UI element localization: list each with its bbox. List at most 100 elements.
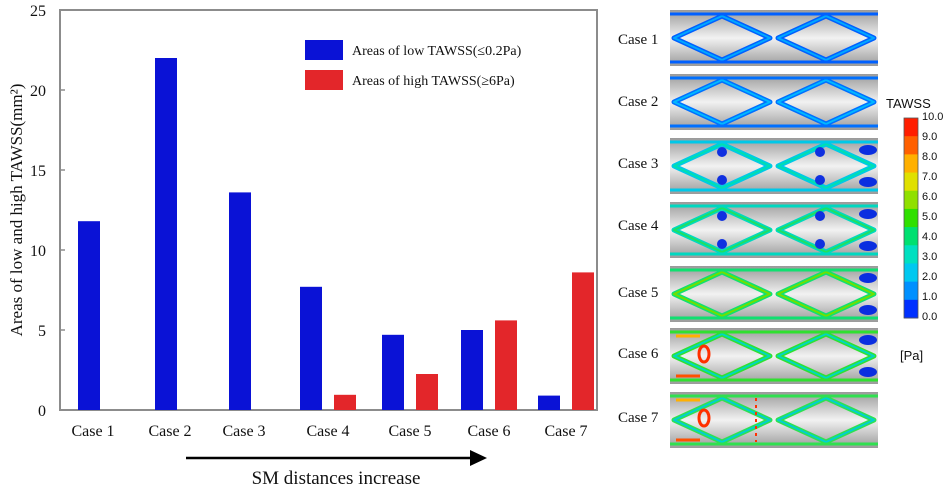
high-tawss-spot [697,408,711,428]
stent-strut-highlight [673,15,771,61]
stent-panel-case-5 [670,266,878,322]
colorbar-tick-label: 6.0 [922,191,938,203]
stent-strut-highlight [777,15,875,61]
low-tawss-spot [859,273,877,283]
stent-strut-highlight [777,143,875,189]
annotation-text: SM distances increase [252,468,421,489]
colorbar-segment [904,263,918,283]
colorbar-tick-label: 0.0 [922,311,938,323]
low-tawss-spot [859,145,877,155]
stent-strut-highlight [777,79,875,125]
y-tick-label: 20 [30,83,46,100]
legend-swatch [305,70,343,90]
bar-low-4 [300,286,322,410]
low-tawss-spot [815,211,825,221]
bar-high-4 [334,394,356,410]
stent-strut-highlight [777,333,875,379]
bar-low-1 [78,221,100,410]
stent-panel-case-6 [670,328,878,384]
stent-strut-highlight [777,207,875,253]
stent-panel-case-4 [670,202,878,258]
stent-strut-highlight [673,79,771,125]
colorbar-tick-label: 7.0 [922,171,938,183]
bar-low-2 [155,58,177,410]
plot-frame [59,9,598,411]
x-tick-label: Case 5 [388,423,431,440]
legend-swatch [305,40,343,60]
colorbar-segment [904,208,918,228]
x-tick-label: Case 1 [71,423,114,440]
y-tick-label: 15 [30,163,46,180]
stent-panel-case-1 [670,10,878,66]
y-tick-label: 5 [38,323,46,340]
colorbar-segment [904,299,918,319]
colorbar-tick-label: 8.0 [922,151,938,163]
panel-background [670,74,878,130]
stent-panels [670,10,919,448]
low-tawss-spot [815,239,825,249]
panel-label-case-1: Case 1 [618,32,659,48]
colorbar-title: TAWSS [886,96,931,111]
colorbar-segment [904,227,918,246]
x-tick-label: Case 2 [148,423,191,440]
bar-high-6 [495,320,517,410]
bar-low-5 [382,334,404,410]
panel-background [670,138,878,194]
colorbar-tick-label: 9.0 [922,131,938,143]
low-tawss-spot [815,175,825,185]
colorbar-segment [904,118,918,137]
panel-label-case-4: Case 4 [618,218,659,234]
low-tawss-spot [859,241,877,251]
bar-low-3 [229,192,251,410]
x-tick-label: Case 3 [222,423,265,440]
x-tick-label: Case 4 [306,423,349,440]
low-tawss-spot [717,211,727,221]
low-tawss-spot [859,209,877,219]
panel-background [670,266,878,322]
stent-strut-highlight [673,333,771,379]
colorbar-tick-label: 10.0 [922,111,944,123]
x-tick-label: Case 7 [544,423,587,440]
colorbar-segment [904,190,918,210]
bar-high-7 [572,272,594,410]
y-tick-label: 10 [30,243,46,260]
bar-chart: 0 5 10 15 20 25 Areas of low and high TAWSS(mm… [7,3,598,489]
colorbar-unit: [Pa] [900,348,924,363]
stent-strut-highlight [777,397,875,443]
panel-label-case-2: Case 2 [618,94,659,110]
stent-strut-highlight [673,143,771,189]
stent-strut-highlight [673,207,771,253]
panel-background [670,328,878,384]
panel-background [670,392,878,448]
legend-label: Areas of high TAWSS(≥6Pa) [352,74,515,89]
colorbar-tick-label: 2.0 [922,271,938,283]
low-tawss-spot [717,175,727,185]
high-tawss-spot [697,344,711,364]
colorbar-tick-label: 1.0 [922,291,938,303]
y-tick-label: 25 [30,3,46,20]
panel-background [670,202,878,258]
y-axis-label: Areas of low and high TAWSS(mm²) [7,84,26,337]
colorbar-tick-label: 5.0 [922,211,938,223]
legend-label: Areas of low TAWSS(≤0.2Pa) [352,44,522,59]
bar-high-5 [416,374,438,410]
stent-strut-highlight [673,397,771,443]
low-tawss-spot [815,147,825,157]
low-tawss-spot [859,367,877,377]
panel-label-case-3: Case 3 [618,156,659,172]
low-tawss-spot [859,335,877,345]
colorbar-segment [904,172,918,192]
low-tawss-spot [859,305,877,315]
colorbar-segment [904,281,918,301]
low-tawss-spot [717,239,727,249]
panel-background [670,10,878,66]
colorbar-tick-label: 4.0 [922,231,938,243]
colorbar-frame [903,117,919,319]
stent-strut-highlight [673,271,771,317]
stent-panel-case-3 [670,138,878,194]
y-tick-label: 0 [38,403,46,420]
arrow-head [470,450,487,466]
bar-low-7 [538,395,560,410]
bar-low-6 [461,330,483,410]
